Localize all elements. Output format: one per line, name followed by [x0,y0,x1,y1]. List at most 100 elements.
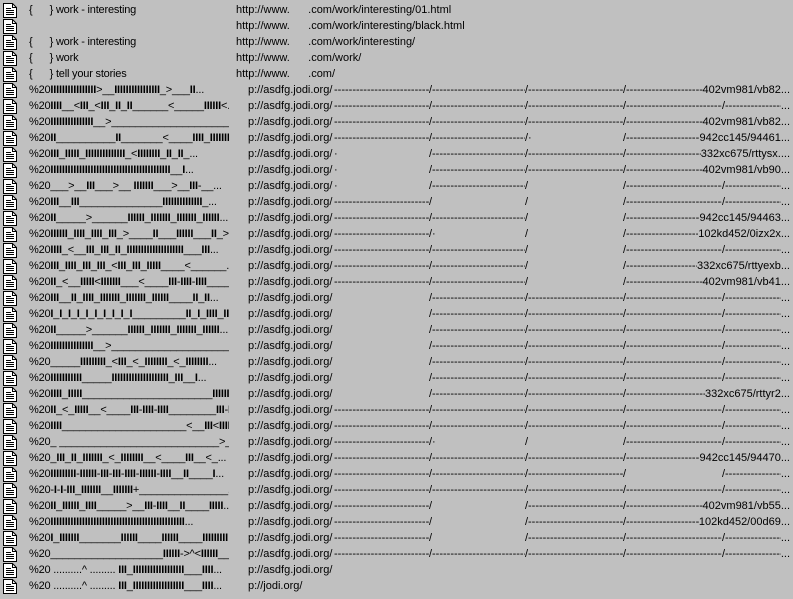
url-segment: · / [334,146,432,162]
tail-dashes: ----------------------------------------… [626,228,698,240]
list-item[interactable]: %20 ..........^ ......... III_IIIIIIIIII… [0,562,793,578]
segment-slash: / [524,276,528,288]
item-name: %20_____IIIIIIIII_<III_<_IIIIIIII_<_IIII… [29,356,217,368]
item-name: %20IIIIIIIIIIIIIII__>___________________… [29,116,229,128]
list-item[interactable]: %20IIIIIIIIIIIIIII__>___________________… [0,114,793,130]
segment-dashes [432,530,525,546]
url-base: p://asdfg.jodi.org/ [248,452,333,464]
segment-dashes: ----------------------------------------… [432,324,525,336]
url-segment: ----------------------------------------… [626,482,725,498]
url-segment: ----------------------------------------… [432,354,528,370]
list-item[interactable]: { } work - interesting http://www. .com/w… [0,2,793,18]
list-item[interactable]: %20IIIIIIIII-IIIIII-III-III-IIII-IIIIII-… [0,466,793,482]
tail-text: 402vm981/vb90... [702,164,790,176]
list-item[interactable]: %20 ..........^ ......... III_IIIIIIIIII… [0,578,793,594]
list-item[interactable]: %20_____IIIIIIIII_<III_<_IIIIIIII_<_IIII… [0,354,793,370]
tail-dashes: ----------------------------------------… [626,260,697,272]
url-segment: ----------------------------------------… [528,402,626,418]
list-item[interactable]: %20IIIIII_IIII_IIII_III_>____II___IIIIII… [0,226,793,242]
segment-dashes: ----------------------------------------… [528,484,623,496]
item-url: p://asdfg.jodi.org/---------------------… [248,418,790,434]
segment-slash: / [524,356,528,368]
url-segment: ----------------------------------------… [334,194,432,210]
list-item[interactable]: %20II__________II_______<____IIII_IIIIII… [0,130,793,146]
segment-slash: / [622,292,626,304]
list-item[interactable]: %20III_IIII_III_III_<III_III_IIIII____<_… [0,258,793,274]
list-item[interactable]: %20III_IIIII_IIIIIIIIIIIIII_<IIIIIIII_II… [0,146,793,162]
list-item[interactable]: %20IIII_<__III_III_II_IIIIIIIIIIIIIIIIII… [0,242,793,258]
list-item[interactable]: %20-I-I-III_IIIIIII__IIIIIII+___________… [0,482,793,498]
segment-slash: / [622,436,626,448]
segment-slash: / [428,244,432,256]
list-item[interactable]: %20IIII_____________________<__III<IIIII… [0,418,793,434]
tail-text: ... [780,404,790,416]
list-item[interactable]: %20I_IIIIIII_______IIIIII____IIIIII____I… [0,530,793,546]
list-item[interactable]: %20IIIIIIIIIIIIIIIIIIIIIIIIIIIIIIIIIIIII… [0,514,793,530]
url-tail: ----------------------------------------… [725,434,790,450]
list-item[interactable]: %20IIIIIIIIIIIIIIII>__IIIIIIIIIIIIIIII_>… [0,82,793,98]
url-tail: ----------------------------------------… [725,338,790,354]
segment-dashes: ----------------------------------------… [528,164,623,176]
list-item[interactable]: %20II_<__IIIII<IIIIIII___<____III-IIII-I… [0,274,793,290]
list-item[interactable]: %20IIIIIIIIIIIIIIIIIIIIIIIIIIIIIIIIIIIII… [0,162,793,178]
item-name: %20IIIIIIIIIII_____IIIIIIIIIIIIIIIIIIII_… [29,372,207,384]
list-item[interactable]: { } work http://www. .com/work/ [0,50,793,66]
list-item[interactable]: %20II_____>______IIIIII_IIIIIII_IIIIIII_… [0,210,793,226]
list-item[interactable]: %20I_I_I_I_I_I_I_I_I_I_________II_I_IIII… [0,306,793,322]
segment-dashes: · [334,148,338,160]
document-icon [3,163,17,178]
url-segment: ----------------------------------------… [528,146,626,162]
list-item[interactable]: { } work - interesting http://www. .com/w… [0,34,793,50]
segment-dashes [626,466,722,482]
segment-dashes: ----------------------------------------… [334,116,429,128]
url-base: p://asdfg.jodi.org/ [248,244,333,256]
list-item[interactable]: %20II_<_IIIII__<____III-IIII-IIII_______… [0,402,793,418]
segment-slash: / [428,324,432,336]
list-item[interactable]: %20IIIIIIIIIIIIIII__>___________________… [0,338,793,354]
url-tail: ----------------------------------------… [626,226,790,242]
segment-dashes: ----------------------------------------… [528,516,623,528]
list-item[interactable]: %20_III_II_IIIIIII_<_IIIIIIII__<____III_… [0,450,793,466]
list-item[interactable]: %20IIII__<III_<III_II_II______<_____IIII… [0,98,793,114]
segment-dashes [334,338,429,354]
list-item[interactable]: %20IIIIIIIIIII_____IIIIIIIIIIIIIIIIIIII_… [0,370,793,386]
tail-dashes: ----------------------------------------… [725,340,781,352]
tail-text: ... [780,308,790,320]
document-icon [3,115,17,130]
item-name: %20I_I_I_I_I_I_I_I_I_I_________II_I_IIII… [29,308,229,320]
list-item[interactable]: http://www. .com/work/interesting/black.… [0,18,793,34]
document-icon [3,323,17,338]
item-url: p://asdfg.jodi.org// --------------------… [248,290,790,306]
url-base: p://asdfg.jodi.org/ [248,404,333,416]
tail-text: ... [780,196,790,208]
list-item[interactable]: %20___>__III___>__ IIIIIII___>__III-__..… [0,178,793,194]
list-item[interactable]: { } tell your stories http://www. .com/ [0,66,793,82]
segment-slash: / [721,468,725,480]
segment-slash: / [721,484,725,496]
list-item[interactable]: %20II_____>______IIIIII_IIIIIII_IIIIIII_… [0,322,793,338]
list-item[interactable]: %20IIII_IIIII______________________IIIII… [0,386,793,402]
url-segment: ----------------------------------------… [528,450,626,466]
url-tail: ----------------------------------------… [725,546,790,562]
list-item[interactable]: %20_ ___________________________>____...… [0,434,793,450]
segment-dashes: ----------------------------------------… [334,468,429,480]
document-icon [3,131,17,146]
segment-dashes: ----------------------------------------… [626,404,722,416]
list-item[interactable]: %20___________________IIIIII->^<IIIIII__… [0,546,793,562]
segment-dashes: ----------------------------------------… [334,132,429,144]
list-item[interactable]: %20III__III______________IIIIIIIIIIIIII_… [0,194,793,210]
segment-dashes: ----------------------------------------… [432,404,525,416]
url-segment: ----------------------------------------… [432,370,528,386]
tail-dashes: ----------------------------------------… [725,100,781,112]
item-url: p://asdfg.jodi.org/---------------------… [248,546,790,562]
document-icon [3,227,17,242]
item-url: p://asdfg.jodi.org/· / -------------------… [248,162,790,178]
list-item[interactable]: %20II_IIIIII_IIII_____>__III-IIII__II___… [0,498,793,514]
list-item[interactable]: %20III__II_IIII_IIIIIII_IIIIIII_IIIIII__… [0,290,793,306]
segment-dashes: ----------------------------------------… [626,100,722,112]
tail-dashes: ----------------------------------------… [725,372,781,384]
segment-slash: / [524,116,528,128]
segment-slash: / [428,276,432,288]
segment-dashes: ----------------------------------------… [528,356,623,368]
url-segment: / [432,498,528,514]
